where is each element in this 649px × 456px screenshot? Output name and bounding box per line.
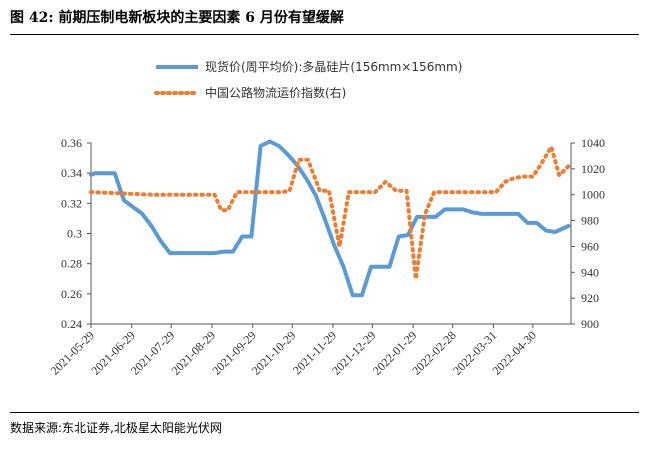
right-tick-label: 980 <box>581 214 599 228</box>
right-tick-label: 1020 <box>581 162 605 176</box>
series-layer <box>89 139 571 298</box>
left-axis-ticks: 0.24 0.26 0.28 0.3 0.32 0.34 0.36 <box>61 136 91 331</box>
left-tick-label: 0.24 <box>61 317 82 331</box>
left-tick-label: 0.34 <box>61 166 82 180</box>
legend-label-spot-price: 现货价(周平均价):多晶硅片(156mm×156mm) <box>205 59 462 74</box>
right-axis-ticks: 900 920 940 960 980 1000 1020 1040 <box>571 136 605 331</box>
legend: 现货价(周平均价):多晶硅片(156mm×156mm) 中国公路物流运价指数(右… <box>154 59 462 100</box>
right-tick-label: 960 <box>581 239 599 253</box>
right-tick-label: 900 <box>581 317 599 331</box>
figure-title: 图 42: 前期压制电新板块的主要因素 6 月份有望缓解 <box>10 10 344 26</box>
right-tick-label: 920 <box>581 291 599 305</box>
chart: 现货价(周平均价):多晶硅片(156mm×156mm) 中国公路物流运价指数(右… <box>48 59 605 378</box>
source-rule <box>10 412 639 413</box>
source-note: 数据来源:东北证券,北极星太阳能光伏网 <box>10 421 222 435</box>
left-tick-label: 0.32 <box>61 196 82 210</box>
left-tick-label: 0.3 <box>67 227 82 241</box>
left-tick-label: 0.26 <box>61 287 82 301</box>
series-line-freight-index <box>89 144 571 281</box>
legend-label-freight-index: 中国公路物流运价指数(右) <box>205 85 346 100</box>
left-tick-label: 0.36 <box>61 136 82 150</box>
right-tick-label: 1040 <box>581 136 605 150</box>
right-tick-label: 940 <box>581 265 599 279</box>
x-axis-ticks: 2021-05-292021-06-292021-07-292021-08-29… <box>48 324 539 378</box>
series-line-spot-price <box>89 139 571 298</box>
right-tick-label: 1000 <box>581 188 605 202</box>
left-tick-label: 0.28 <box>61 257 82 271</box>
title-rule <box>10 34 639 35</box>
